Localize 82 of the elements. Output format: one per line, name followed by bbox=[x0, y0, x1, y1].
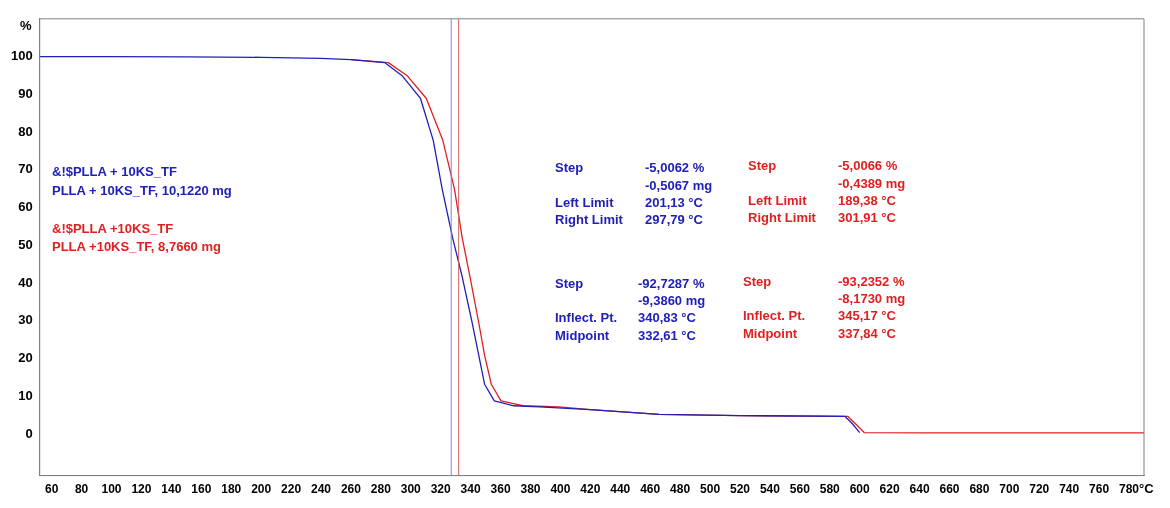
annotation: -8,1730 mg bbox=[838, 290, 906, 306]
x-tick-label: 360 bbox=[490, 482, 511, 497]
y-tick-label: 60 bbox=[18, 199, 33, 215]
y-tick-label: 80 bbox=[18, 123, 33, 139]
x-tick-label: 100 bbox=[101, 482, 122, 497]
x-tick-label: 380 bbox=[520, 482, 541, 497]
x-tick-label: 460 bbox=[640, 482, 661, 497]
x-tick-label: 540 bbox=[759, 482, 781, 497]
x-tick-label: 140 bbox=[161, 482, 182, 497]
x-tick-label: 520 bbox=[729, 482, 751, 497]
annotation: Left Limit bbox=[748, 192, 808, 208]
x-tick-label: 260 bbox=[340, 482, 362, 497]
x-tick-label: 120 bbox=[131, 482, 152, 497]
x-tick-label: 660 bbox=[939, 482, 960, 497]
x-tick-label: 80 bbox=[74, 482, 89, 497]
annotation: 189,38 °C bbox=[838, 192, 897, 208]
x-axis-title: °C bbox=[1139, 481, 1155, 497]
x-tick-label: 200 bbox=[251, 482, 272, 497]
x-tick-label: 620 bbox=[879, 482, 900, 497]
x-tick-label: 420 bbox=[580, 482, 601, 497]
annotation: -0,4389 mg bbox=[838, 175, 906, 191]
x-tick-label: 720 bbox=[1029, 482, 1050, 497]
annotation: Right Limit bbox=[748, 209, 817, 225]
annotation: -5,0066 % bbox=[838, 157, 898, 173]
y-tick-label: 100 bbox=[10, 48, 33, 64]
x-tick-label: 500 bbox=[700, 482, 721, 497]
x-tick-label: 760 bbox=[1089, 482, 1110, 497]
x-tick-label: 160 bbox=[191, 482, 212, 497]
annotation: Left Limit bbox=[555, 194, 615, 210]
text: &!$PLLA +10KS_TF bbox=[52, 220, 174, 236]
annotation: PLLA +10KS_TF, 8,7660 mg bbox=[52, 238, 222, 254]
annotation: PLLA + 10KS_TF, 10,1220 mg bbox=[52, 182, 232, 198]
x-tick-label: 300 bbox=[400, 482, 422, 497]
y-tick-label: 50 bbox=[18, 236, 33, 252]
x-tick-label: 220 bbox=[281, 482, 302, 497]
annotation: 340,83 °C bbox=[638, 309, 697, 325]
annotation: Midpoint bbox=[743, 325, 798, 341]
annotation: -0,5067 mg bbox=[645, 177, 713, 193]
annotation: Step bbox=[743, 273, 772, 289]
y-tick-label: 40 bbox=[18, 274, 33, 290]
y-tick-label: 10 bbox=[18, 387, 33, 403]
annotation: -93,2352 % bbox=[838, 273, 905, 289]
x-tick-label: 180 bbox=[221, 482, 242, 497]
y-tick-label: 0 bbox=[25, 425, 33, 441]
x-tick-label: 580 bbox=[819, 482, 841, 497]
y-axis-title: % bbox=[19, 18, 32, 34]
x-tick-label: 740 bbox=[1059, 482, 1080, 497]
annotation: -5,0062 % bbox=[645, 159, 705, 175]
annotation: 332,61 °C bbox=[638, 327, 697, 343]
annotation: Step bbox=[555, 275, 584, 291]
annotation: Step bbox=[748, 157, 777, 173]
x-tick-label: 560 bbox=[789, 482, 811, 497]
annotation: Midpoint bbox=[555, 327, 610, 343]
y-tick-label: 20 bbox=[18, 350, 33, 366]
y-tick-label: 70 bbox=[18, 161, 33, 177]
annotation: 345,17 °C bbox=[838, 307, 897, 323]
y-tick-label: 30 bbox=[18, 312, 33, 328]
x-tick-label: 240 bbox=[310, 482, 332, 497]
x-tick-label: 680 bbox=[969, 482, 990, 497]
x-tick-label: 320 bbox=[430, 482, 452, 497]
x-tick-label: 340 bbox=[460, 482, 481, 497]
annotation: 337,84 °C bbox=[838, 325, 897, 341]
annotation: Right Limit bbox=[555, 211, 624, 227]
x-tick-label: 700 bbox=[999, 482, 1020, 497]
x-tick-label: 780 bbox=[1119, 482, 1140, 497]
y-tick-label: 90 bbox=[18, 85, 33, 101]
x-tick-label: 600 bbox=[849, 482, 871, 497]
annotation: Step bbox=[555, 159, 584, 175]
annotation: Inflect. Pt. bbox=[743, 307, 806, 323]
x-tick-label: 440 bbox=[610, 482, 631, 497]
annotation: Inflect. Pt. bbox=[555, 309, 618, 325]
text: &!$PLLA + 10KS_TF bbox=[52, 163, 177, 179]
x-tick-label: 280 bbox=[370, 482, 392, 497]
annotation: -9,3860 mg bbox=[638, 292, 706, 308]
annotation: 297,79 °C bbox=[645, 211, 704, 227]
annotation: 301,91 °C bbox=[838, 209, 897, 225]
x-tick-label: 400 bbox=[550, 482, 571, 497]
x-tick-label: 480 bbox=[670, 482, 691, 497]
x-tick-label: 640 bbox=[909, 482, 930, 497]
x-tick-label: 60 bbox=[44, 482, 59, 497]
annotation: 201,13 °C bbox=[645, 194, 704, 210]
annotation: -92,7287 % bbox=[638, 275, 705, 291]
